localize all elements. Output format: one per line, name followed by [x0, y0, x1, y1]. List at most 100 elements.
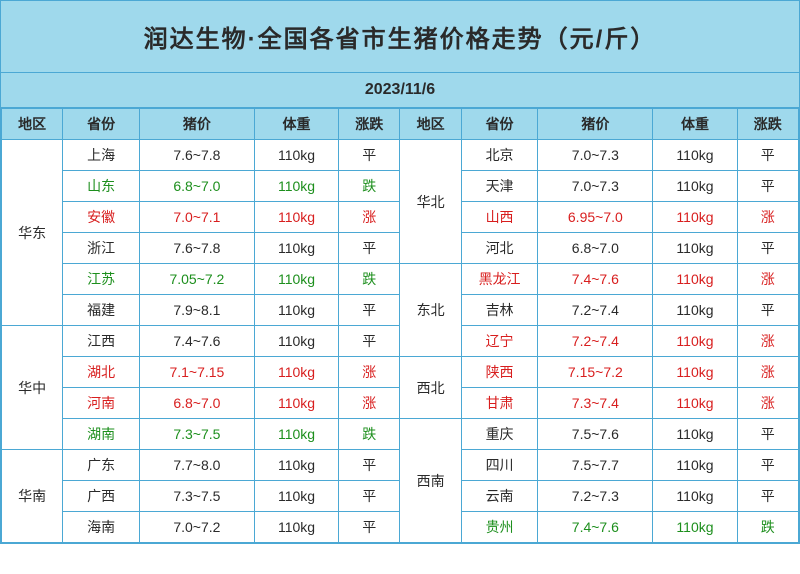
trend-cell: 平 — [339, 326, 400, 357]
weight-cell: 110kg — [653, 140, 737, 171]
trend-cell: 涨 — [737, 388, 798, 419]
weight-cell: 110kg — [653, 450, 737, 481]
prov-cell: 湖北 — [63, 357, 140, 388]
price-cell: 7.0~7.3 — [538, 140, 653, 171]
price-cell: 6.8~7.0 — [139, 388, 254, 419]
trend-cell: 平 — [339, 295, 400, 326]
price-cell: 7.0~7.1 — [139, 202, 254, 233]
prov-cell: 四川 — [461, 450, 538, 481]
price-cell: 7.0~7.3 — [538, 171, 653, 202]
region-cell: 华东 — [2, 140, 63, 326]
prov-cell: 广西 — [63, 481, 140, 512]
region-cell: 华北 — [400, 140, 461, 264]
prov-cell: 广东 — [63, 450, 140, 481]
weight-cell: 110kg — [653, 419, 737, 450]
weight-cell: 110kg — [254, 264, 338, 295]
trend-cell: 跌 — [339, 171, 400, 202]
trend-cell: 平 — [339, 140, 400, 171]
region-cell: 华南 — [2, 450, 63, 543]
prov-cell: 北京 — [461, 140, 538, 171]
trend-cell: 平 — [339, 450, 400, 481]
price-cell: 7.15~7.2 — [538, 357, 653, 388]
weight-cell: 110kg — [653, 295, 737, 326]
table-row: 湖南7.3~7.5110kg跌西南重庆7.5~7.6110kg平 — [2, 419, 799, 450]
trend-cell: 平 — [339, 481, 400, 512]
weight-cell: 110kg — [254, 357, 338, 388]
weight-cell: 110kg — [254, 512, 338, 543]
trend-cell: 涨 — [339, 388, 400, 419]
price-cell: 7.1~7.15 — [139, 357, 254, 388]
prov-cell: 陕西 — [461, 357, 538, 388]
prov-cell: 江西 — [63, 326, 140, 357]
price-cell: 7.9~8.1 — [139, 295, 254, 326]
trend-cell: 跌 — [737, 512, 798, 543]
page-title: 润达生物·全国各省市生猪价格走势（元/斤） — [1, 1, 799, 73]
trend-cell: 平 — [737, 140, 798, 171]
weight-cell: 110kg — [254, 481, 338, 512]
col-region-r: 地区 — [400, 109, 461, 140]
trend-cell: 涨 — [737, 264, 798, 295]
weight-cell: 110kg — [254, 171, 338, 202]
weight-cell: 110kg — [653, 264, 737, 295]
weight-cell: 110kg — [653, 357, 737, 388]
date-heading: 2023/11/6 — [1, 73, 799, 108]
prov-cell: 福建 — [63, 295, 140, 326]
price-cell: 7.4~7.6 — [139, 326, 254, 357]
price-table-container: 润达生物·全国各省市生猪价格走势（元/斤） 2023/11/6 地区 省份 猪价… — [0, 0, 800, 544]
price-table: 地区 省份 猪价 体重 涨跌 地区 省份 猪价 体重 涨跌 华东上海7.6~7.… — [1, 108, 799, 543]
price-cell: 7.0~7.2 — [139, 512, 254, 543]
price-cell: 7.5~7.7 — [538, 450, 653, 481]
prov-cell: 江苏 — [63, 264, 140, 295]
table-row: 华东上海7.6~7.8110kg平华北北京7.0~7.3110kg平 — [2, 140, 799, 171]
price-cell: 7.05~7.2 — [139, 264, 254, 295]
prov-cell: 云南 — [461, 481, 538, 512]
trend-cell: 平 — [737, 450, 798, 481]
prov-cell: 安徽 — [63, 202, 140, 233]
price-cell: 7.2~7.3 — [538, 481, 653, 512]
weight-cell: 110kg — [254, 295, 338, 326]
col-prov-l: 省份 — [63, 109, 140, 140]
header-row: 地区 省份 猪价 体重 涨跌 地区 省份 猪价 体重 涨跌 — [2, 109, 799, 140]
col-price-l: 猪价 — [139, 109, 254, 140]
weight-cell: 110kg — [254, 140, 338, 171]
region-cell: 东北 — [400, 264, 461, 357]
region-cell: 华中 — [2, 326, 63, 450]
prov-cell: 天津 — [461, 171, 538, 202]
region-cell: 西北 — [400, 357, 461, 419]
price-cell: 6.95~7.0 — [538, 202, 653, 233]
weight-cell: 110kg — [653, 326, 737, 357]
prov-cell: 重庆 — [461, 419, 538, 450]
weight-cell: 110kg — [653, 481, 737, 512]
weight-cell: 110kg — [653, 233, 737, 264]
prov-cell: 湖南 — [63, 419, 140, 450]
weight-cell: 110kg — [653, 512, 737, 543]
weight-cell: 110kg — [254, 326, 338, 357]
table-row: 湖北7.1~7.15110kg涨西北陕西7.15~7.2110kg涨 — [2, 357, 799, 388]
prov-cell: 黑龙江 — [461, 264, 538, 295]
price-cell: 7.6~7.8 — [139, 233, 254, 264]
weight-cell: 110kg — [653, 171, 737, 202]
price-cell: 7.2~7.4 — [538, 295, 653, 326]
weight-cell: 110kg — [653, 388, 737, 419]
trend-cell: 跌 — [339, 264, 400, 295]
col-trend-l: 涨跌 — [339, 109, 400, 140]
col-prov-r: 省份 — [461, 109, 538, 140]
prov-cell: 山东 — [63, 171, 140, 202]
prov-cell: 浙江 — [63, 233, 140, 264]
trend-cell: 涨 — [737, 357, 798, 388]
col-region-l: 地区 — [2, 109, 63, 140]
price-cell: 7.3~7.5 — [139, 419, 254, 450]
col-weight-r: 体重 — [653, 109, 737, 140]
weight-cell: 110kg — [254, 388, 338, 419]
col-weight-l: 体重 — [254, 109, 338, 140]
prov-cell: 上海 — [63, 140, 140, 171]
trend-cell: 平 — [737, 171, 798, 202]
price-cell: 7.6~7.8 — [139, 140, 254, 171]
price-cell: 7.4~7.6 — [538, 264, 653, 295]
trend-cell: 平 — [339, 233, 400, 264]
prov-cell: 山西 — [461, 202, 538, 233]
weight-cell: 110kg — [254, 419, 338, 450]
price-cell: 7.7~8.0 — [139, 450, 254, 481]
trend-cell: 平 — [737, 419, 798, 450]
region-cell: 西南 — [400, 419, 461, 543]
